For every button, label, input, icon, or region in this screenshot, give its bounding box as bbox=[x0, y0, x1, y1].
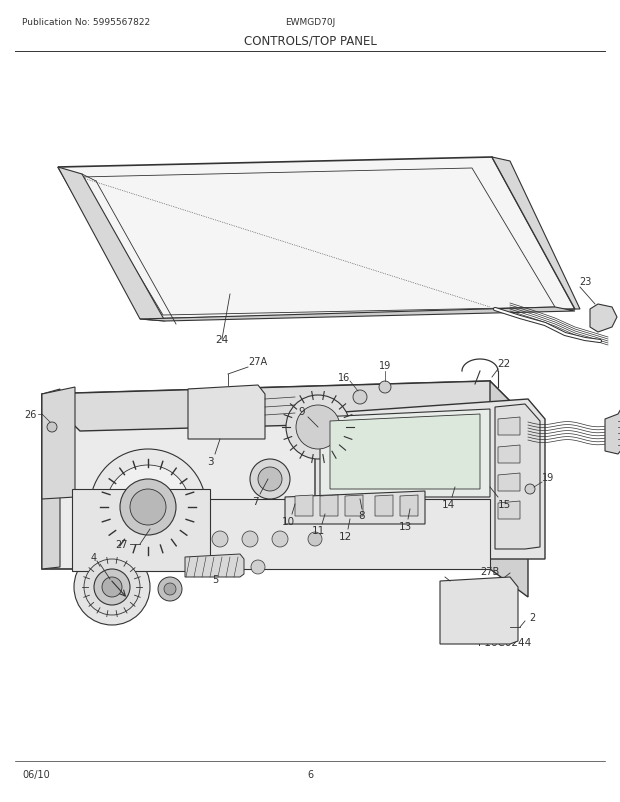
Polygon shape bbox=[42, 390, 60, 569]
Text: 27: 27 bbox=[116, 539, 128, 549]
Polygon shape bbox=[330, 415, 480, 489]
Polygon shape bbox=[498, 501, 520, 520]
Polygon shape bbox=[58, 168, 165, 322]
Polygon shape bbox=[42, 387, 75, 500]
Text: 22: 22 bbox=[497, 358, 511, 369]
Circle shape bbox=[158, 577, 182, 602]
Polygon shape bbox=[345, 496, 363, 516]
Polygon shape bbox=[498, 445, 520, 464]
Polygon shape bbox=[490, 382, 528, 597]
Circle shape bbox=[258, 468, 282, 492]
Text: P16C0244: P16C0244 bbox=[478, 638, 531, 647]
Polygon shape bbox=[320, 496, 338, 516]
Circle shape bbox=[286, 395, 350, 460]
Circle shape bbox=[296, 406, 340, 449]
Circle shape bbox=[47, 423, 57, 432]
Polygon shape bbox=[320, 410, 490, 497]
Text: Publication No: 5995567822: Publication No: 5995567822 bbox=[22, 18, 150, 27]
Text: 16: 16 bbox=[338, 373, 350, 383]
Circle shape bbox=[90, 449, 206, 565]
Polygon shape bbox=[498, 418, 520, 435]
Text: 3: 3 bbox=[206, 456, 213, 467]
Circle shape bbox=[379, 382, 391, 394]
Text: 2: 2 bbox=[529, 612, 535, 622]
Circle shape bbox=[525, 484, 535, 494]
Text: 27A: 27A bbox=[249, 357, 268, 367]
Polygon shape bbox=[42, 382, 528, 431]
Circle shape bbox=[106, 465, 190, 549]
Circle shape bbox=[130, 489, 166, 525]
Text: 4: 4 bbox=[91, 553, 97, 562]
Polygon shape bbox=[100, 500, 490, 569]
Circle shape bbox=[120, 480, 176, 535]
Polygon shape bbox=[80, 168, 555, 316]
Circle shape bbox=[353, 391, 367, 404]
Text: 10: 10 bbox=[281, 516, 294, 526]
Text: 19: 19 bbox=[542, 472, 554, 482]
Polygon shape bbox=[188, 386, 265, 439]
Text: 06/10: 06/10 bbox=[22, 769, 50, 779]
Circle shape bbox=[251, 561, 265, 574]
Polygon shape bbox=[400, 496, 418, 516]
Circle shape bbox=[250, 460, 290, 500]
Circle shape bbox=[242, 532, 258, 547]
Text: 19: 19 bbox=[379, 361, 391, 371]
Polygon shape bbox=[605, 407, 620, 455]
Polygon shape bbox=[285, 492, 425, 525]
Text: 11: 11 bbox=[311, 525, 325, 535]
Circle shape bbox=[102, 577, 122, 597]
Circle shape bbox=[164, 583, 176, 595]
Polygon shape bbox=[295, 496, 313, 516]
Circle shape bbox=[272, 532, 288, 547]
Text: 23: 23 bbox=[579, 277, 591, 286]
Polygon shape bbox=[590, 305, 617, 333]
Text: 5: 5 bbox=[212, 574, 218, 585]
Circle shape bbox=[212, 532, 228, 547]
Polygon shape bbox=[72, 489, 210, 571]
Text: 24: 24 bbox=[215, 334, 229, 345]
Text: 13: 13 bbox=[399, 521, 412, 532]
Polygon shape bbox=[58, 158, 575, 320]
Text: 14: 14 bbox=[441, 500, 454, 509]
Polygon shape bbox=[140, 308, 575, 322]
Text: 26: 26 bbox=[24, 410, 36, 419]
Circle shape bbox=[74, 549, 150, 626]
Polygon shape bbox=[185, 554, 244, 577]
Text: EWMGD70J: EWMGD70J bbox=[285, 18, 335, 27]
Text: 27B: 27B bbox=[480, 566, 500, 577]
Text: 9: 9 bbox=[299, 407, 305, 416]
Circle shape bbox=[94, 569, 130, 606]
Polygon shape bbox=[375, 496, 393, 516]
Circle shape bbox=[308, 533, 322, 546]
Text: 8: 8 bbox=[359, 510, 365, 520]
Polygon shape bbox=[492, 158, 580, 310]
Text: 6: 6 bbox=[307, 769, 313, 779]
Polygon shape bbox=[315, 399, 545, 559]
Text: 15: 15 bbox=[497, 500, 511, 509]
Polygon shape bbox=[495, 404, 540, 549]
Polygon shape bbox=[42, 382, 490, 569]
Text: CONTROLS/TOP PANEL: CONTROLS/TOP PANEL bbox=[244, 35, 376, 48]
Text: 12: 12 bbox=[339, 532, 352, 541]
Polygon shape bbox=[440, 577, 518, 644]
Text: 7: 7 bbox=[252, 496, 259, 506]
Circle shape bbox=[84, 559, 140, 615]
Polygon shape bbox=[498, 473, 520, 492]
